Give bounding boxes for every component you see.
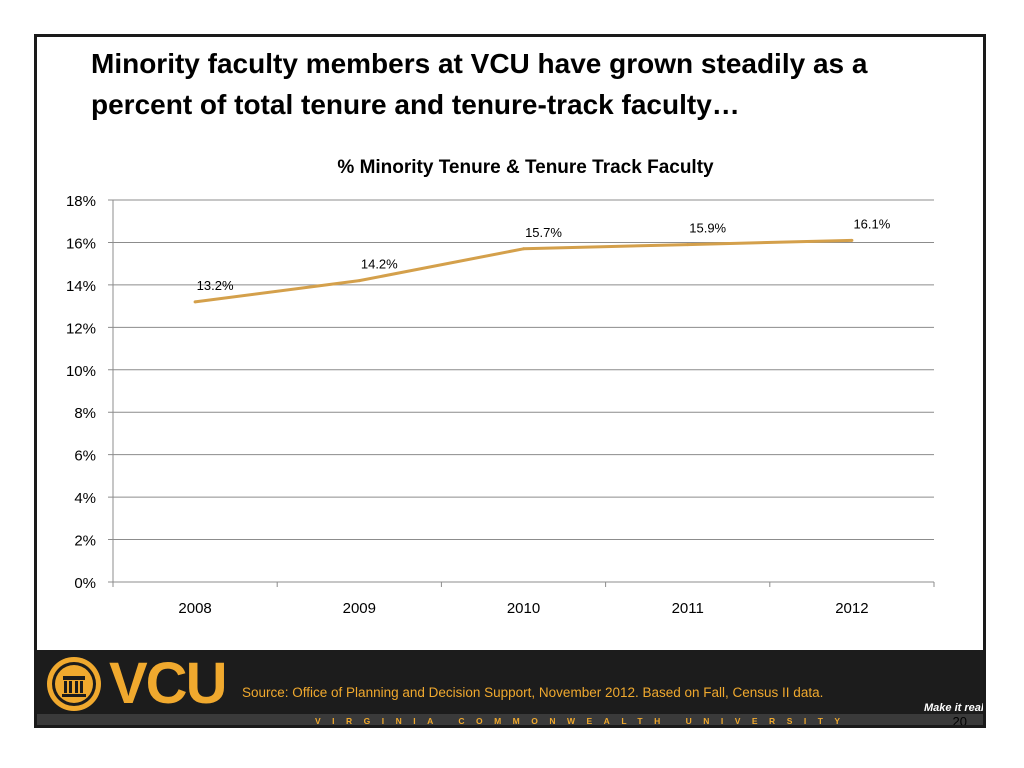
x-tick-label: 2008 [178, 600, 211, 617]
chart-title: % Minority Tenure & Tenure Track Faculty [337, 157, 714, 178]
data-label: 15.7% [525, 225, 562, 240]
data-point [193, 300, 197, 304]
x-tick-label: 2012 [835, 600, 868, 617]
y-tick-label: 10% [66, 363, 96, 380]
y-tick-label: 12% [66, 320, 96, 337]
data-label: 14.2% [361, 257, 398, 272]
source-note: Source: Office of Planning and Decision … [242, 685, 824, 700]
y-tick-label: 16% [66, 235, 96, 252]
slide-title: Minority faculty members at VCU have gro… [91, 48, 868, 120]
y-tick-label: 18% [66, 193, 96, 210]
x-tick-label: 2010 [507, 600, 540, 617]
y-tick-label: 8% [74, 405, 96, 422]
line-chart: % Minority Tenure & Tenure Track Faculty… [66, 157, 935, 617]
y-tick-label: 14% [66, 278, 96, 295]
university-strip: VIRGINIA COMMONWEALTH UNIVERSITY 20 [37, 714, 983, 728]
footer-band: VCU Source: Office of Planning and Decis… [37, 650, 986, 728]
y-tick-label: 2% [74, 533, 96, 550]
university-name: VIRGINIA COMMONWEALTH UNIVERSITY [315, 716, 852, 726]
data-label: 15.9% [689, 221, 726, 236]
page-number: 20 [952, 714, 967, 728]
data-label: 13.2% [197, 278, 234, 293]
tagline: Make it real. [924, 702, 986, 714]
y-tick-label: 4% [74, 490, 96, 507]
x-tick-label: 2009 [343, 600, 376, 617]
slide: Minority faculty members at VCU have gro… [34, 34, 986, 728]
y-tick-label: 6% [74, 448, 96, 465]
vcu-logo: VCU [109, 651, 227, 716]
university-seal-icon [47, 657, 101, 711]
data-point [850, 238, 854, 242]
y-tick-label: 0% [74, 575, 96, 592]
data-point [522, 247, 525, 251]
data-point [357, 279, 361, 283]
data-label: 16.1% [853, 216, 890, 231]
x-tick-label: 2011 [672, 600, 704, 617]
data-point [686, 243, 690, 247]
